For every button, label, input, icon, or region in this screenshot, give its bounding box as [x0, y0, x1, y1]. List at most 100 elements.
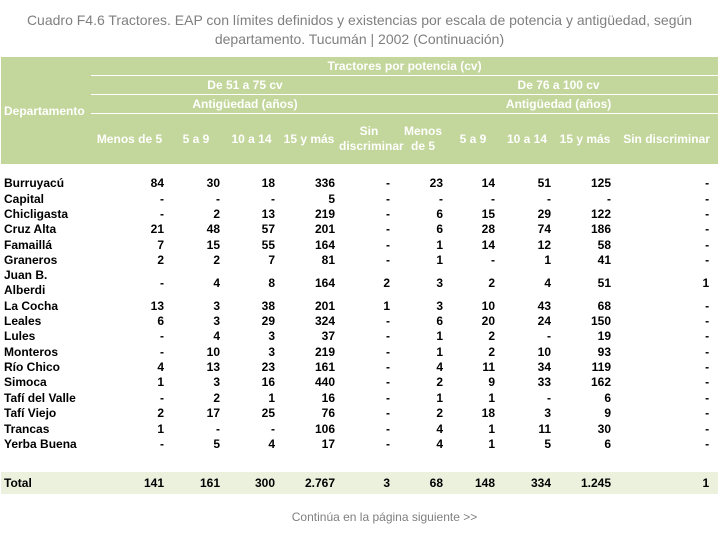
table-cell: 164: [314, 275, 335, 290]
table-cell: 13: [261, 206, 275, 221]
table-cell: 4: [268, 437, 275, 452]
table-row: Yerba Buena - 5 4 17 - 4 1 5 6 -: [1, 437, 718, 452]
col-5-a-9: 5 a 9: [168, 113, 224, 164]
table-cell: 30: [597, 421, 611, 436]
table-cell: 76: [321, 406, 335, 421]
table-cell: 81: [321, 253, 335, 268]
table-cell: -: [705, 206, 710, 221]
table-cell: 12: [537, 237, 551, 252]
tractores-potencia-header: Tractores por potencia (cv): [91, 57, 719, 76]
table-cell: 1: [436, 237, 443, 252]
table-cell: 21: [150, 222, 164, 237]
continuation-note[interactable]: Continúa en la página siguiente >>: [291, 510, 478, 524]
department-name: Simoca: [4, 375, 47, 390]
table-cell: 5: [213, 437, 220, 452]
table-cell: 3: [268, 329, 275, 344]
table-cell: -: [160, 390, 164, 405]
table-cell: -: [547, 329, 551, 344]
table-cell: -: [705, 313, 710, 328]
table-cell: 1: [268, 390, 275, 405]
table-cell: -: [705, 329, 710, 344]
table-cell: 68: [399, 472, 447, 495]
table-cell: -: [160, 275, 164, 290]
table-cell: -: [705, 421, 710, 436]
table-cell: 4: [544, 275, 551, 290]
table-row: Juan B. Alberdi - 4 8 164 2 3 2 4 51 1: [1, 268, 718, 298]
department-name: La Cocha: [4, 298, 59, 313]
table-cell: 23: [261, 360, 275, 375]
department-name: Burruyacú: [4, 176, 65, 191]
table-cell: 4: [436, 421, 443, 436]
table-row: Chicligasta - 2 13 219 - 6 15 29 122 -: [1, 207, 718, 222]
table-cell: -: [705, 222, 710, 237]
table-cell: 1: [436, 329, 443, 344]
table-cell: 1: [157, 421, 164, 436]
table-cell: -: [386, 237, 390, 252]
table-cell: 150: [590, 313, 611, 328]
table-cell: -: [491, 253, 495, 268]
table-cell: -: [439, 191, 443, 206]
col-sin-discriminar: Sin discriminar: [615, 113, 719, 164]
table-cell: -: [705, 406, 710, 421]
table-cell: 440: [314, 375, 335, 390]
table-cell: 324: [314, 313, 335, 328]
col-15-y-mas: 15 y más: [555, 113, 615, 164]
table-cell: -: [160, 344, 164, 359]
table-cell: 13: [206, 360, 220, 375]
table-cell: 1: [488, 421, 495, 436]
group-51-75-header: De 51 a 75 cv: [91, 75, 399, 95]
table-cell: 2: [213, 253, 220, 268]
department-name: Tafí Viejo: [4, 406, 57, 421]
table-cell: 15: [206, 237, 220, 252]
table-cell: 6: [157, 313, 164, 328]
table-cell: 16: [261, 375, 275, 390]
data-table: Departamento Tractores por potencia (cv)…: [1, 57, 719, 495]
table-cell: 219: [314, 344, 335, 359]
department-name: Capital: [4, 191, 45, 206]
department-name: Cruz Alta: [4, 222, 57, 237]
table-cell: -: [386, 176, 390, 191]
table-cell: 8: [268, 275, 275, 290]
department-name: Famaillá: [4, 237, 53, 252]
spacer-row: [1, 452, 718, 472]
table-row: Burruyacú 84 30 18 336 - 23 14 51 125 -: [1, 176, 718, 191]
table-cell: 2: [157, 406, 164, 421]
table-cell: 2: [488, 344, 495, 359]
table-cell: -: [271, 191, 275, 206]
table-cell: 122: [590, 206, 611, 221]
table-row: Lules - 4 3 37 - 1 2 - 19 -: [1, 329, 718, 344]
table-cell: -: [216, 191, 220, 206]
table-cell: -: [705, 237, 710, 252]
col-10-a-14: 10 a 14: [224, 113, 279, 164]
table-cell: 2: [436, 375, 443, 390]
table-cell: 4: [157, 360, 164, 375]
table-cell: -: [386, 222, 390, 237]
table-cell: 1: [157, 375, 164, 390]
table-cell: 11: [538, 421, 551, 436]
table-cell: 23: [429, 176, 443, 191]
table-cell: 1: [615, 472, 719, 495]
table-row: Tafí Viejo 2 17 25 76 - 2 18 3 9 -: [1, 406, 718, 421]
table-cell: -: [160, 329, 164, 344]
table-cell: 4: [213, 275, 220, 290]
department-name: Lules: [4, 329, 36, 344]
table-row: Tafí del Valle - 2 1 16 - 1 1 - 6 -: [1, 391, 718, 406]
col-10-a-14: 10 a 14: [499, 113, 555, 164]
table-cell: -: [386, 191, 390, 206]
table-cell: 5: [328, 191, 335, 206]
table-cell: -: [386, 360, 390, 375]
table-cell: 2: [213, 206, 220, 221]
table-cell: 125: [590, 176, 611, 191]
table-cell: -: [705, 437, 710, 452]
antiguedad-header-2: Antigüedad (años): [399, 94, 719, 114]
table-cell: -: [705, 390, 710, 405]
departamento-header: Departamento: [1, 57, 91, 164]
table-cell: -: [705, 191, 710, 206]
table-cell: 119: [591, 360, 611, 375]
table-cell: 14: [481, 237, 495, 252]
table-title: Cuadro F4.6 Tractores. EAP con límites d…: [26, 12, 693, 47]
table-cell: 3: [339, 472, 399, 495]
table-cell: 74: [537, 222, 551, 237]
table-cell: 20: [481, 313, 495, 328]
table-cell: 334: [499, 472, 555, 495]
